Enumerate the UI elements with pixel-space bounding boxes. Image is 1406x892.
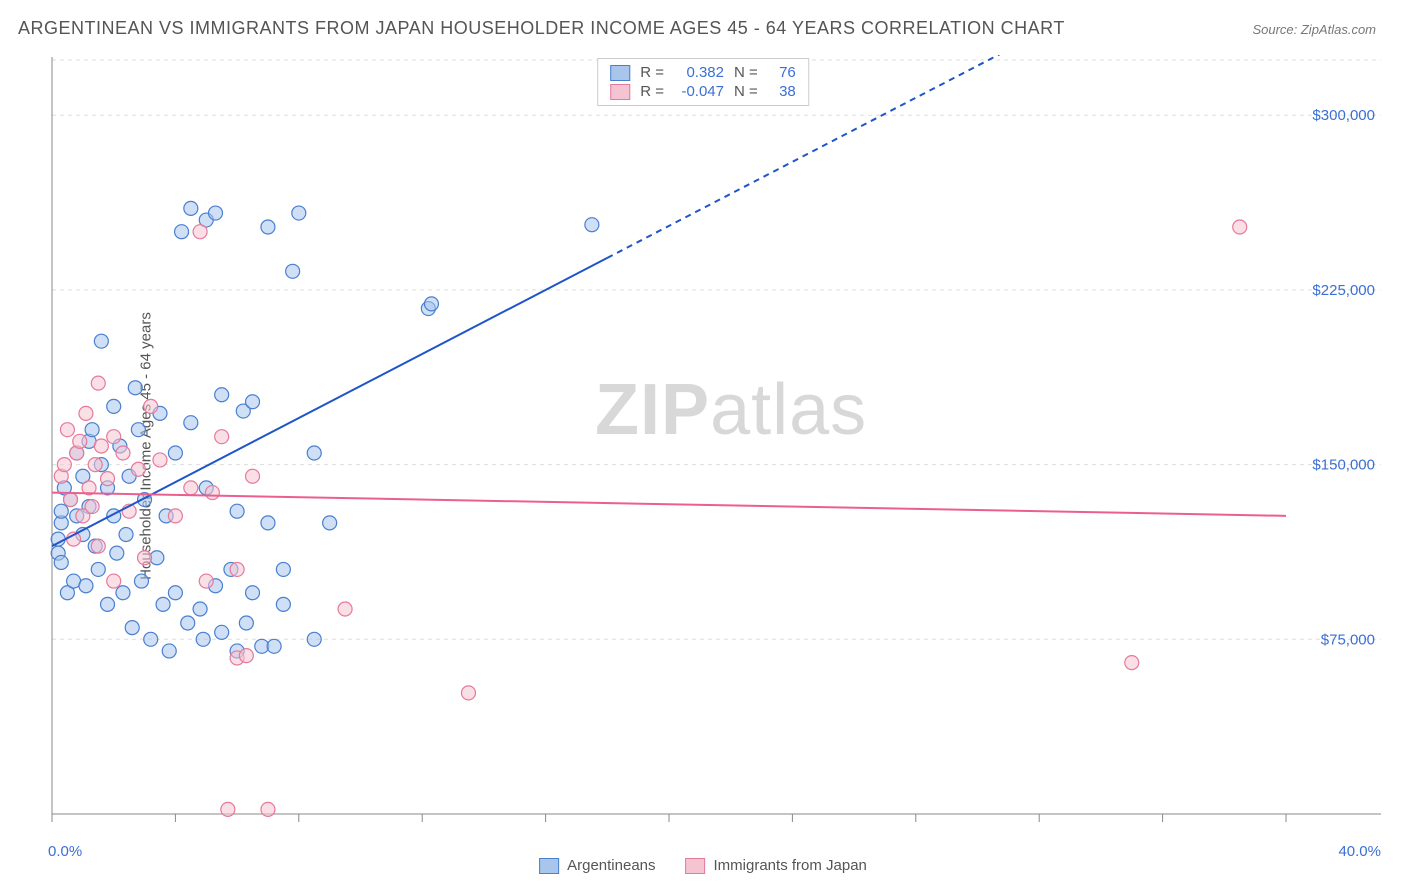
- legend-swatch: [610, 84, 630, 100]
- legend-label: Argentineans: [567, 857, 655, 874]
- series-legend: Argentineans Immigrants from Japan: [539, 857, 867, 874]
- n-label: N =: [734, 64, 758, 81]
- n-value: 76: [768, 64, 796, 81]
- r-label: R =: [640, 64, 664, 81]
- legend-swatch: [610, 65, 630, 81]
- scatter-chart: $75,000 $150,000 $225,000 $300,000: [50, 55, 1381, 832]
- correlation-row: R = 0.382 N = 76: [610, 63, 796, 82]
- svg-text:$225,000: $225,000: [1312, 282, 1375, 299]
- x-tick-max: 40.0%: [1338, 843, 1381, 860]
- chart-title: ARGENTINEAN VS IMMIGRANTS FROM JAPAN HOU…: [18, 18, 1065, 39]
- legend-item: Argentineans: [539, 857, 655, 874]
- svg-text:$300,000: $300,000: [1312, 107, 1375, 124]
- n-value: 38: [768, 83, 796, 100]
- r-label: R =: [640, 83, 664, 100]
- svg-text:$75,000: $75,000: [1321, 631, 1375, 648]
- legend-label: Immigrants from Japan: [714, 857, 867, 874]
- r-value: 0.382: [674, 64, 724, 81]
- legend-swatch: [539, 858, 559, 874]
- x-tick-min: 0.0%: [48, 843, 82, 860]
- correlation-row: R = -0.047 N = 38: [610, 82, 796, 101]
- svg-text:$150,000: $150,000: [1312, 457, 1375, 474]
- legend-swatch: [686, 858, 706, 874]
- legend-item: Immigrants from Japan: [686, 857, 867, 874]
- r-value: -0.047: [674, 83, 724, 100]
- source-label: Source: ZipAtlas.com: [1252, 22, 1376, 37]
- chart-area: $75,000 $150,000 $225,000 $300,000: [50, 55, 1381, 832]
- n-label: N =: [734, 83, 758, 100]
- correlation-legend: R = 0.382 N = 76 R = -0.047 N = 38: [597, 58, 809, 106]
